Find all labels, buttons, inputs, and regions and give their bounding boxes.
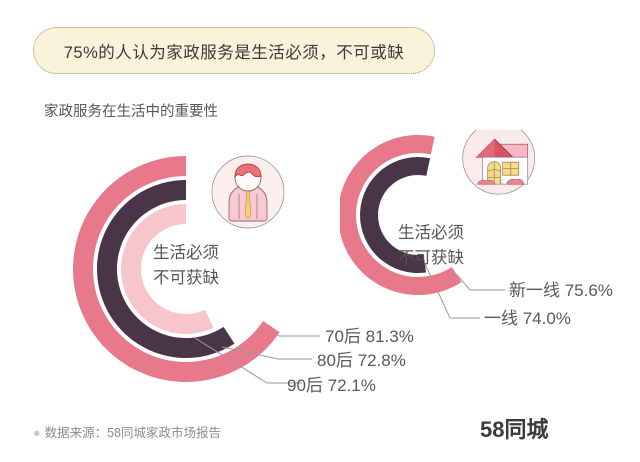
svg-text:生活必须: 生活必须 (398, 223, 464, 242)
svg-text:不可获缺: 不可获缺 (398, 248, 465, 267)
